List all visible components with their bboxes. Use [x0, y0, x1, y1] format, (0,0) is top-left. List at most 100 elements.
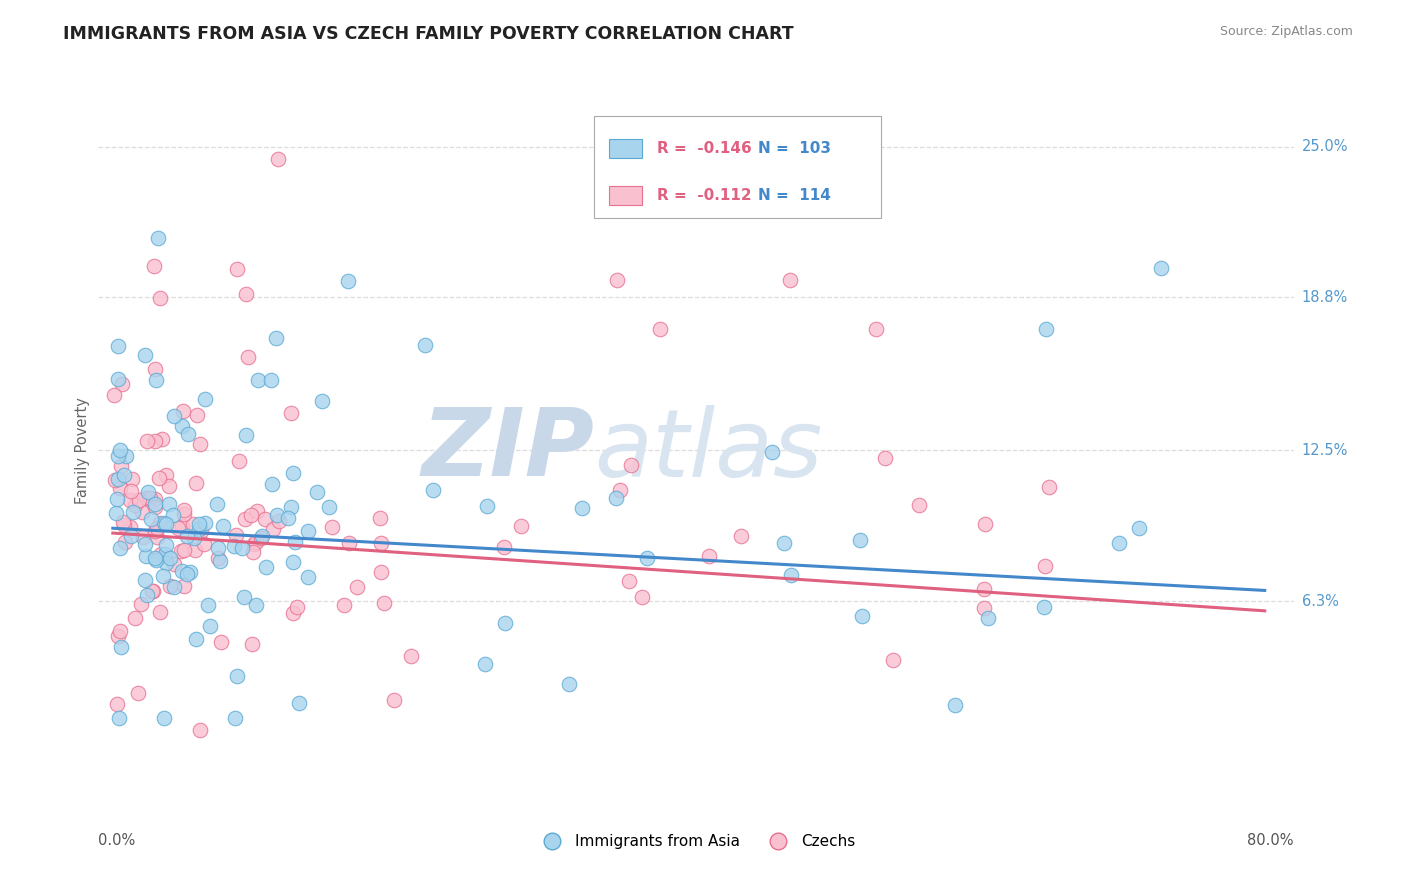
Point — [155, 538, 177, 552]
Point — [250, 532, 273, 546]
Point — [112, 517, 135, 532]
Point — [143, 491, 166, 506]
Point — [172, 404, 194, 418]
Point — [173, 543, 195, 558]
Point — [207, 497, 229, 511]
Point — [266, 331, 288, 345]
Point — [107, 371, 129, 385]
Point — [865, 322, 887, 336]
Y-axis label: Family Poverty: Family Poverty — [75, 397, 90, 504]
Point — [281, 466, 304, 480]
Point — [105, 698, 128, 712]
Point — [134, 573, 156, 587]
Text: R =  -0.112: R = -0.112 — [657, 188, 751, 203]
Point — [163, 409, 186, 423]
Text: 25.0%: 25.0% — [1302, 139, 1348, 154]
Point — [170, 419, 193, 434]
Point — [148, 470, 170, 484]
Point — [108, 624, 131, 639]
Point — [159, 579, 181, 593]
Point — [1108, 535, 1130, 549]
Text: N =  114: N = 114 — [758, 188, 831, 203]
Point — [153, 547, 176, 561]
Point — [973, 582, 995, 596]
Point — [128, 492, 150, 507]
Point — [207, 550, 229, 565]
Point — [773, 535, 796, 549]
Point — [226, 669, 249, 683]
Point — [245, 598, 267, 612]
Point — [120, 484, 142, 499]
Point — [233, 590, 256, 604]
Point — [184, 476, 207, 491]
Point — [184, 632, 207, 646]
Point — [422, 483, 444, 497]
Point — [1033, 559, 1056, 574]
Point — [121, 472, 143, 486]
Point — [235, 287, 257, 301]
Point — [198, 618, 221, 632]
Point — [143, 497, 166, 511]
Point — [236, 350, 259, 364]
Point — [108, 541, 131, 555]
Point — [267, 152, 290, 166]
Point — [943, 698, 966, 713]
Point — [120, 529, 142, 543]
Point — [153, 516, 176, 530]
Point — [139, 512, 162, 526]
Point — [108, 481, 131, 495]
Point — [235, 428, 257, 442]
Point — [105, 491, 128, 506]
Point — [336, 274, 359, 288]
Point — [155, 468, 177, 483]
Point — [142, 259, 165, 273]
Point — [908, 498, 931, 512]
Point — [475, 499, 498, 513]
Point — [157, 479, 180, 493]
Point — [225, 528, 247, 542]
Point — [240, 636, 263, 650]
Point — [474, 657, 496, 672]
Point — [107, 449, 129, 463]
Point — [1038, 481, 1060, 495]
Point — [305, 485, 328, 500]
Point — [173, 579, 195, 593]
Point — [882, 653, 904, 667]
Point — [176, 529, 198, 543]
Point — [177, 427, 200, 442]
Point — [370, 536, 392, 550]
Point — [112, 467, 135, 482]
Point — [262, 523, 284, 537]
Point — [186, 409, 208, 423]
Point — [176, 566, 198, 581]
Point — [149, 291, 172, 305]
Point — [162, 508, 184, 522]
Point — [193, 536, 215, 550]
Point — [283, 534, 305, 549]
Point — [1150, 261, 1173, 276]
Point — [277, 511, 299, 525]
Point — [108, 443, 131, 458]
Point — [167, 521, 190, 535]
Point — [163, 558, 186, 572]
Point — [150, 432, 173, 446]
Text: ZIP: ZIP — [422, 404, 595, 497]
Point — [181, 516, 204, 531]
Text: R =  -0.146: R = -0.146 — [657, 141, 751, 156]
Point — [131, 506, 153, 520]
Point — [630, 591, 652, 605]
Point — [779, 273, 801, 287]
Point — [346, 580, 368, 594]
Point — [187, 522, 209, 536]
Text: Source: ZipAtlas.com: Source: ZipAtlas.com — [1219, 25, 1353, 38]
Point — [333, 599, 356, 613]
Point — [617, 574, 640, 588]
Point — [370, 565, 392, 579]
FancyBboxPatch shape — [595, 116, 882, 218]
Point — [114, 449, 136, 463]
Point — [120, 492, 142, 507]
Point — [382, 692, 405, 706]
Point — [260, 373, 283, 387]
Point — [188, 437, 211, 451]
Point — [194, 516, 217, 530]
